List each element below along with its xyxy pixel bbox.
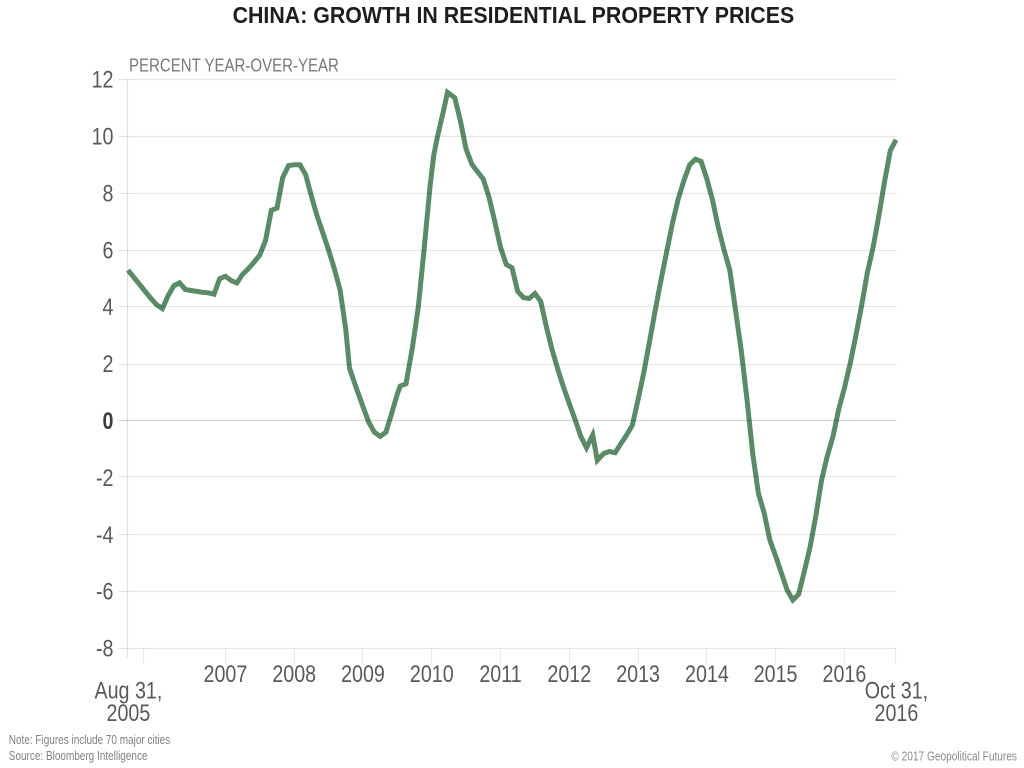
svg-text:2008: 2008	[272, 660, 316, 687]
svg-text:0: 0	[103, 407, 114, 434]
svg-text:2015: 2015	[754, 660, 798, 687]
svg-text:2010: 2010	[410, 660, 454, 687]
svg-text:2011: 2011	[479, 660, 521, 687]
svg-text:Source: Bloomberg Intelligence: Source: Bloomberg Intelligence	[9, 750, 148, 763]
svg-text:12: 12	[92, 66, 114, 93]
svg-text:4: 4	[103, 293, 114, 320]
svg-text:2013: 2013	[616, 660, 660, 687]
svg-text:10: 10	[92, 123, 114, 150]
svg-text:2014: 2014	[685, 660, 729, 687]
svg-text:Note: Figures include 70 major: Note: Figures include 70 major cities	[9, 734, 171, 747]
svg-text:Aug 31,: Aug 31,	[94, 676, 162, 703]
svg-text:Oct 31,: Oct 31,	[865, 676, 928, 703]
svg-text:CHINA: GROWTH IN RESIDENTIAL P: CHINA: GROWTH IN RESIDENTIAL PROPERTY PR…	[233, 2, 795, 28]
svg-text:-2: -2	[96, 464, 114, 491]
svg-text:-4: -4	[96, 521, 114, 548]
svg-text:2005: 2005	[107, 699, 151, 726]
svg-text:PERCENT YEAR-OVER-YEAR: PERCENT YEAR-OVER-YEAR	[129, 55, 339, 76]
svg-text:2: 2	[103, 350, 114, 377]
svg-text:-6: -6	[96, 578, 114, 605]
svg-text:2012: 2012	[547, 660, 591, 687]
svg-text:8: 8	[103, 180, 114, 207]
svg-text:2009: 2009	[341, 660, 385, 687]
svg-text:© 2017 Geopolitical Futures: © 2017 Geopolitical Futures	[891, 749, 1017, 763]
svg-text:-8: -8	[96, 635, 114, 662]
svg-text:2007: 2007	[204, 660, 248, 687]
svg-text:2016: 2016	[875, 699, 919, 726]
svg-text:2016: 2016	[823, 660, 867, 687]
svg-text:6: 6	[103, 237, 114, 264]
